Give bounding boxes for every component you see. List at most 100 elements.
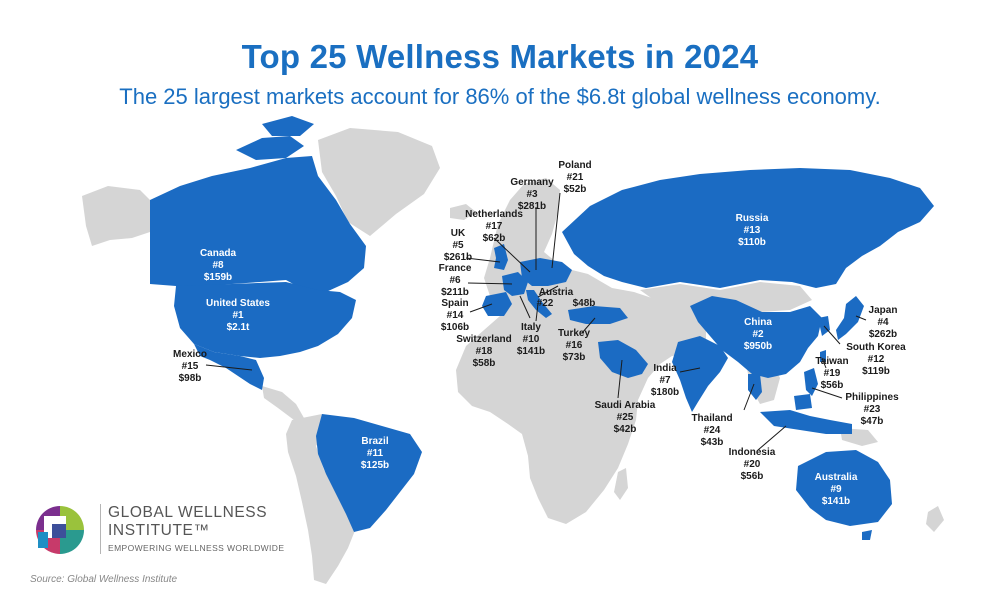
label-thailand-name: Thailand <box>691 413 732 424</box>
region-taiwan <box>820 350 826 362</box>
label-netherlands-rank: #17 <box>486 221 503 232</box>
region-united-states <box>174 282 356 358</box>
region-philippines <box>804 368 818 396</box>
label-switzerland-value: $58b <box>473 358 496 369</box>
label-saudi-rank: #25 <box>617 412 634 423</box>
label-france-rank: #6 <box>449 275 461 286</box>
region-australia <box>796 450 892 526</box>
label-france-name: France <box>439 263 472 274</box>
label-russia-rank: #13 <box>744 225 761 236</box>
label-poland-value: $52b <box>564 184 587 195</box>
region-japan <box>836 296 864 340</box>
label-southkorea-name: South Korea <box>846 342 906 353</box>
region-china <box>690 296 822 378</box>
org-name-line1: GLOBAL WELLNESS <box>108 504 268 521</box>
label-japan-value: $262b <box>869 329 897 340</box>
label-uk-value: $261b <box>444 252 472 263</box>
label-switzerland-name: Switzerland <box>456 334 512 345</box>
label-china-name: China <box>744 317 772 328</box>
label-brazil-rank: #11 <box>367 448 384 459</box>
label-india-rank: #7 <box>659 375 671 386</box>
label-italy-name: Italy <box>521 322 541 333</box>
label-austria-value: $48b <box>573 298 596 309</box>
label-canada-name: Canada <box>200 248 237 259</box>
region-uk <box>494 244 508 270</box>
label-brazil-value: $125b <box>361 460 389 471</box>
region-russia <box>562 168 934 288</box>
label-austria-rank: #22 <box>537 298 554 309</box>
label-thailand-rank: #24 <box>704 425 721 436</box>
label-russia-value: $110b <box>738 237 766 248</box>
label-thailand-value: $43b <box>701 437 724 448</box>
region-central-europe <box>520 258 572 286</box>
source-note: Source: Global Wellness Institute <box>30 574 178 585</box>
label-brazil-name: Brazil <box>361 436 388 447</box>
label-taiwan-name: Taiwan <box>815 356 848 367</box>
logo-divider <box>100 504 101 554</box>
label-taiwan-value: $56b <box>821 380 844 391</box>
label-australia-value: $141b <box>822 496 850 507</box>
label-turkey-value: $73b <box>563 352 586 363</box>
highlighted-markets <box>150 116 934 540</box>
label-india-name: India <box>653 363 677 374</box>
label-germany-value: $281b <box>518 201 546 212</box>
page-subtitle: The 25 largest markets account for 86% o… <box>119 84 881 109</box>
region-france <box>502 272 528 296</box>
label-switzerland-rank: #18 <box>476 346 493 357</box>
label-indonesia-value: $56b <box>741 471 764 482</box>
label-southkorea-value: $119b <box>862 366 890 377</box>
label-china-rank: #2 <box>752 329 764 340</box>
label-germany-name: Germany <box>510 177 554 188</box>
label-japan-rank: #4 <box>877 317 889 328</box>
label-philippines-rank: #23 <box>864 404 881 415</box>
label-uk-name: UK <box>451 228 466 239</box>
region-saudi-arabia <box>598 340 648 378</box>
region-canada <box>150 156 366 292</box>
label-russia-name: Russia <box>736 213 769 224</box>
label-philippines-name: Philippines <box>845 392 899 403</box>
label-austria-name: Austria <box>539 287 574 298</box>
label-mexico-value: $98b <box>179 373 202 384</box>
label-saudi-value: $42b <box>614 424 637 435</box>
label-spain-value: $106b <box>441 322 469 333</box>
label-indonesia-name: Indonesia <box>729 447 776 458</box>
label-canada-rank: #8 <box>212 260 224 271</box>
label-spain-rank: #14 <box>447 310 464 321</box>
label-taiwan-rank: #19 <box>824 368 841 379</box>
region-indonesia <box>760 410 852 434</box>
label-mexico-name: Mexico <box>173 349 207 360</box>
label-germany-rank: #3 <box>526 189 538 200</box>
label-australia-name: Australia <box>815 472 858 483</box>
region-india <box>672 336 728 412</box>
label-australia-rank: #9 <box>830 484 842 495</box>
label-france-value: $211b <box>441 287 469 298</box>
label-us-name: United States <box>206 298 270 309</box>
label-italy-value: $141b <box>517 346 545 357</box>
region-spain <box>482 292 512 316</box>
label-turkey-name: Turkey <box>558 328 590 339</box>
label-canada-value: $159b <box>204 272 232 283</box>
label-mexico-rank: #15 <box>182 361 199 372</box>
region-turkey <box>568 306 628 324</box>
region-thailand <box>748 374 762 400</box>
region-italy <box>526 290 552 318</box>
label-poland-name: Poland <box>558 160 591 171</box>
label-us-value: $2.1t <box>227 322 250 333</box>
label-uk-rank: #5 <box>452 240 464 251</box>
label-china-value: $950b <box>744 341 772 352</box>
label-japan-name: Japan <box>869 305 898 316</box>
label-india-value: $180b <box>651 387 679 398</box>
page-title: Top 25 Wellness Markets in 2024 <box>241 38 759 75</box>
label-philippines-value: $47b <box>861 416 884 427</box>
org-name-line2: INSTITUTE™ <box>108 522 210 539</box>
org-tagline: EMPOWERING WELLNESS WORLDWIDE <box>108 543 285 553</box>
label-southkorea-rank: #12 <box>868 354 885 365</box>
label-poland-rank: #21 <box>567 172 584 183</box>
label-turkey-rank: #16 <box>566 340 583 351</box>
label-spain-name: Spain <box>441 298 468 309</box>
leader-lines <box>205 192 867 451</box>
label-saudi-name: Saudi Arabia <box>595 400 656 411</box>
label-netherlands-name: Netherlands <box>465 209 523 220</box>
gwi-logo-icon <box>36 506 84 554</box>
